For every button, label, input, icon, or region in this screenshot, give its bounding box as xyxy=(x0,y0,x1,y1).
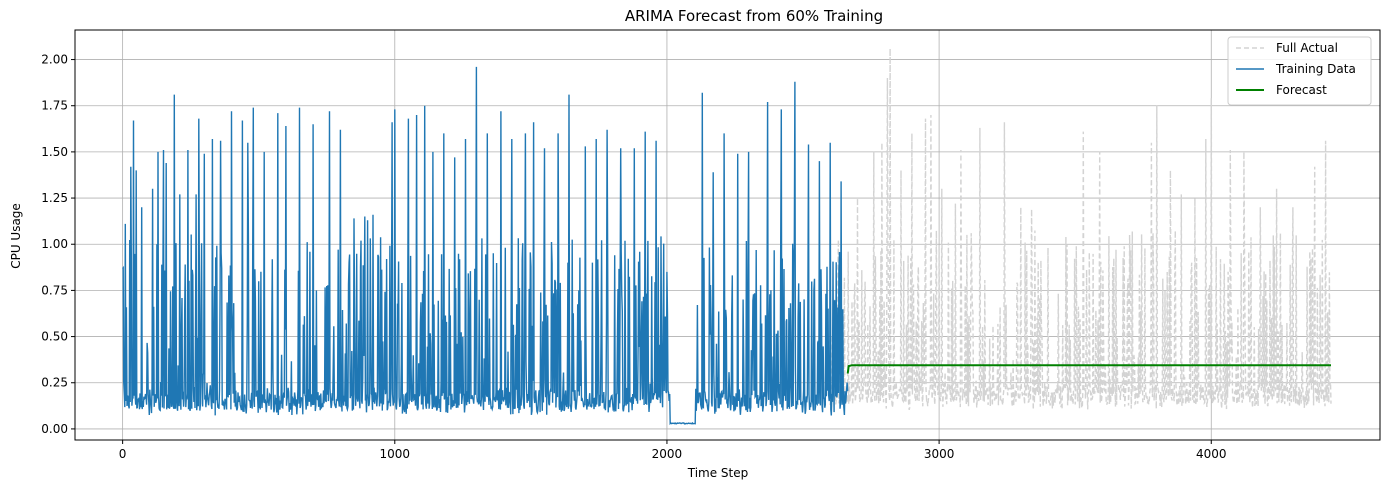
legend-label-forecast: Forecast xyxy=(1276,83,1327,97)
chart-title: ARIMA Forecast from 60% Training xyxy=(625,7,883,25)
x-tick-label: 0 xyxy=(119,447,127,461)
legend: Full Actual Training Data Forecast xyxy=(1227,36,1372,106)
x-tick-label: 2000 xyxy=(652,447,683,461)
x-tick-label: 3000 xyxy=(924,447,955,461)
series-forecast-line xyxy=(846,364,1331,374)
y-tick-label: 0.75 xyxy=(41,283,68,297)
y-axis-label: CPU Usage xyxy=(9,203,23,269)
y-tick-label: 0.25 xyxy=(41,376,68,390)
y-tick-label: 1.00 xyxy=(41,237,68,251)
y-axis: 0.00 0.25 0.50 0.75 1.00 1.25 1.50 1.75 2.00 xyxy=(41,53,75,436)
series-training-line xyxy=(122,66,849,426)
grid xyxy=(75,30,1380,440)
y-tick-label: 1.50 xyxy=(41,145,68,159)
y-tick-label: 2.00 xyxy=(41,53,68,67)
legend-label-full-actual: Full Actual xyxy=(1276,41,1338,55)
series-full-actual-line xyxy=(829,48,1332,411)
legend-box xyxy=(1227,36,1372,106)
x-tick-label: 1000 xyxy=(380,447,411,461)
x-axis: 0 1000 2000 3000 4000 xyxy=(119,440,1227,461)
y-tick-label: 1.25 xyxy=(41,191,68,205)
x-axis-label: Time Step xyxy=(687,466,749,480)
x-tick-label: 4000 xyxy=(1196,447,1227,461)
y-tick-label: 0.50 xyxy=(41,330,68,344)
series-layer xyxy=(122,48,1332,426)
y-tick-label: 1.75 xyxy=(41,99,68,113)
y-tick-label: 0.00 xyxy=(41,422,68,436)
legend-label-training: Training Data xyxy=(1275,62,1356,76)
plot-area-frame xyxy=(74,29,1381,441)
